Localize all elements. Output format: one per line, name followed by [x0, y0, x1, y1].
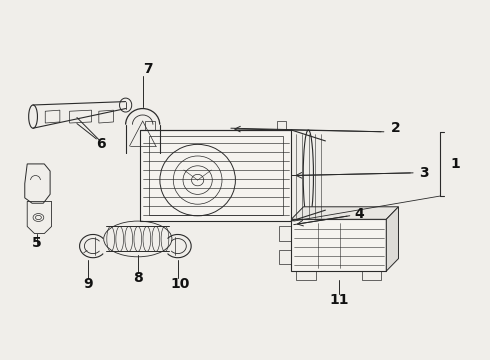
Text: 9: 9: [83, 276, 93, 291]
Text: 11: 11: [329, 293, 348, 307]
Text: 5: 5: [31, 235, 41, 249]
Text: 4: 4: [355, 207, 365, 221]
Text: 6: 6: [97, 137, 106, 151]
Text: 10: 10: [171, 276, 190, 291]
Text: 8: 8: [133, 271, 143, 285]
Polygon shape: [140, 130, 291, 221]
Polygon shape: [386, 207, 398, 271]
Text: 7: 7: [143, 62, 152, 76]
Text: 2: 2: [391, 121, 401, 135]
Text: 3: 3: [419, 166, 429, 180]
Text: 1: 1: [451, 157, 461, 171]
Polygon shape: [291, 207, 398, 219]
Polygon shape: [291, 219, 386, 271]
